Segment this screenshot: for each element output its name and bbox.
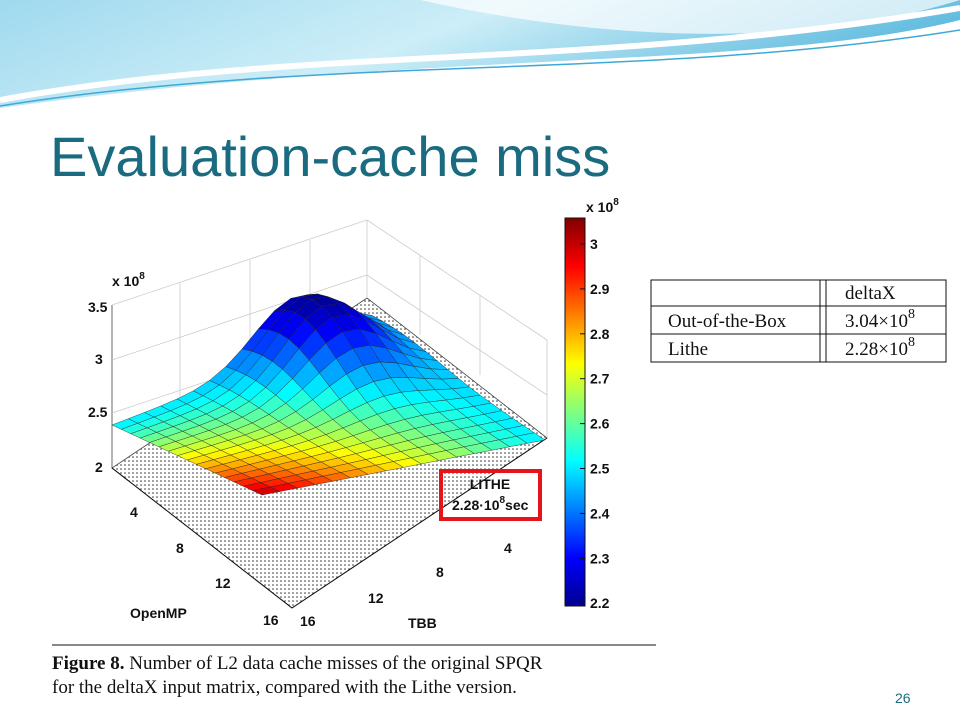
data-table [650, 279, 947, 363]
z-multiplier-exponent: 8 [139, 271, 145, 282]
z-multiplier: x 108 [112, 271, 145, 289]
colorbar-multiplier: x 108 [586, 197, 619, 215]
colorbar-tick-label: 2.5 [590, 461, 610, 477]
z-multiplier-base: x 10 [112, 273, 139, 289]
tbb-tick-label: 16 [300, 613, 316, 629]
annotation-box [439, 469, 542, 521]
table-row-label: Lithe [668, 339, 708, 360]
colorbar-tick-label: 2.6 [590, 416, 610, 432]
table-cell-exponent: 8 [908, 335, 915, 350]
table-cell-base: 2.28×10 [845, 339, 908, 360]
colorbar-tick-label: 2.9 [590, 281, 610, 297]
tbb-tick-label: 12 [368, 590, 384, 606]
colorbar [564, 217, 586, 607]
annotation-value: 2.28·108sec [452, 495, 529, 513]
page-number: 26 [895, 690, 911, 706]
z-tick-label: 2 [95, 459, 103, 475]
caption-line: Figure 8. Number of L2 data cache misses… [52, 653, 543, 674]
annotation-unit: sec [505, 497, 529, 513]
table-cell-exponent: 8 [908, 307, 915, 322]
surface-cell [251, 486, 281, 496]
colorbar-tick-label: 2.8 [590, 326, 610, 342]
openmp-axis-label: OpenMP [130, 605, 187, 621]
openmp-tick-label: 16 [263, 612, 279, 628]
openmp-tick-label: 8 [176, 540, 184, 556]
table-header: deltaX [845, 283, 896, 304]
annotation-exponent: 8 [499, 495, 505, 506]
z-tick-label: 3.5 [88, 299, 108, 315]
tbb-axis-label: TBB [408, 615, 437, 631]
slide-title: Evaluation-cache miss [50, 125, 610, 188]
caption-label: Figure 8. [52, 653, 124, 674]
openmp-tick-label: 12 [215, 575, 231, 591]
annotation-number: 2.28·10 [452, 497, 500, 513]
header-decoration [0, 0, 960, 108]
surface-plot [111, 219, 548, 609]
colorbar-tick-label: 2.7 [590, 371, 610, 387]
table-cell: 2.28×108 [845, 335, 915, 360]
table-row-label: Out-of-the-Box [668, 311, 787, 332]
colorbar-tick-label: 2.3 [590, 550, 610, 566]
table-cell-base: 3.04×10 [845, 311, 908, 332]
tbb-tick-label: 4 [504, 540, 512, 556]
z-tick-label: 3 [95, 351, 103, 367]
colorbar-multiplier-exponent: 8 [613, 197, 619, 208]
caption-text: Number of L2 data cache misses of the or… [129, 653, 542, 674]
openmp-tick-label: 4 [130, 504, 138, 520]
colorbar-tick-label: 2.2 [590, 595, 610, 611]
colorbar-tick-label: 2.4 [590, 505, 610, 521]
colorbar-tick-label: 3 [590, 236, 598, 252]
tbb-tick-label: 8 [436, 564, 444, 580]
annotation-name: LITHE [470, 476, 510, 492]
table-cell: 3.04×108 [845, 307, 915, 332]
z-tick-label: 2.5 [88, 404, 108, 420]
colorbar-multiplier-base: x 10 [586, 199, 613, 215]
caption-line: for the deltaX input matrix, compared wi… [52, 677, 517, 698]
